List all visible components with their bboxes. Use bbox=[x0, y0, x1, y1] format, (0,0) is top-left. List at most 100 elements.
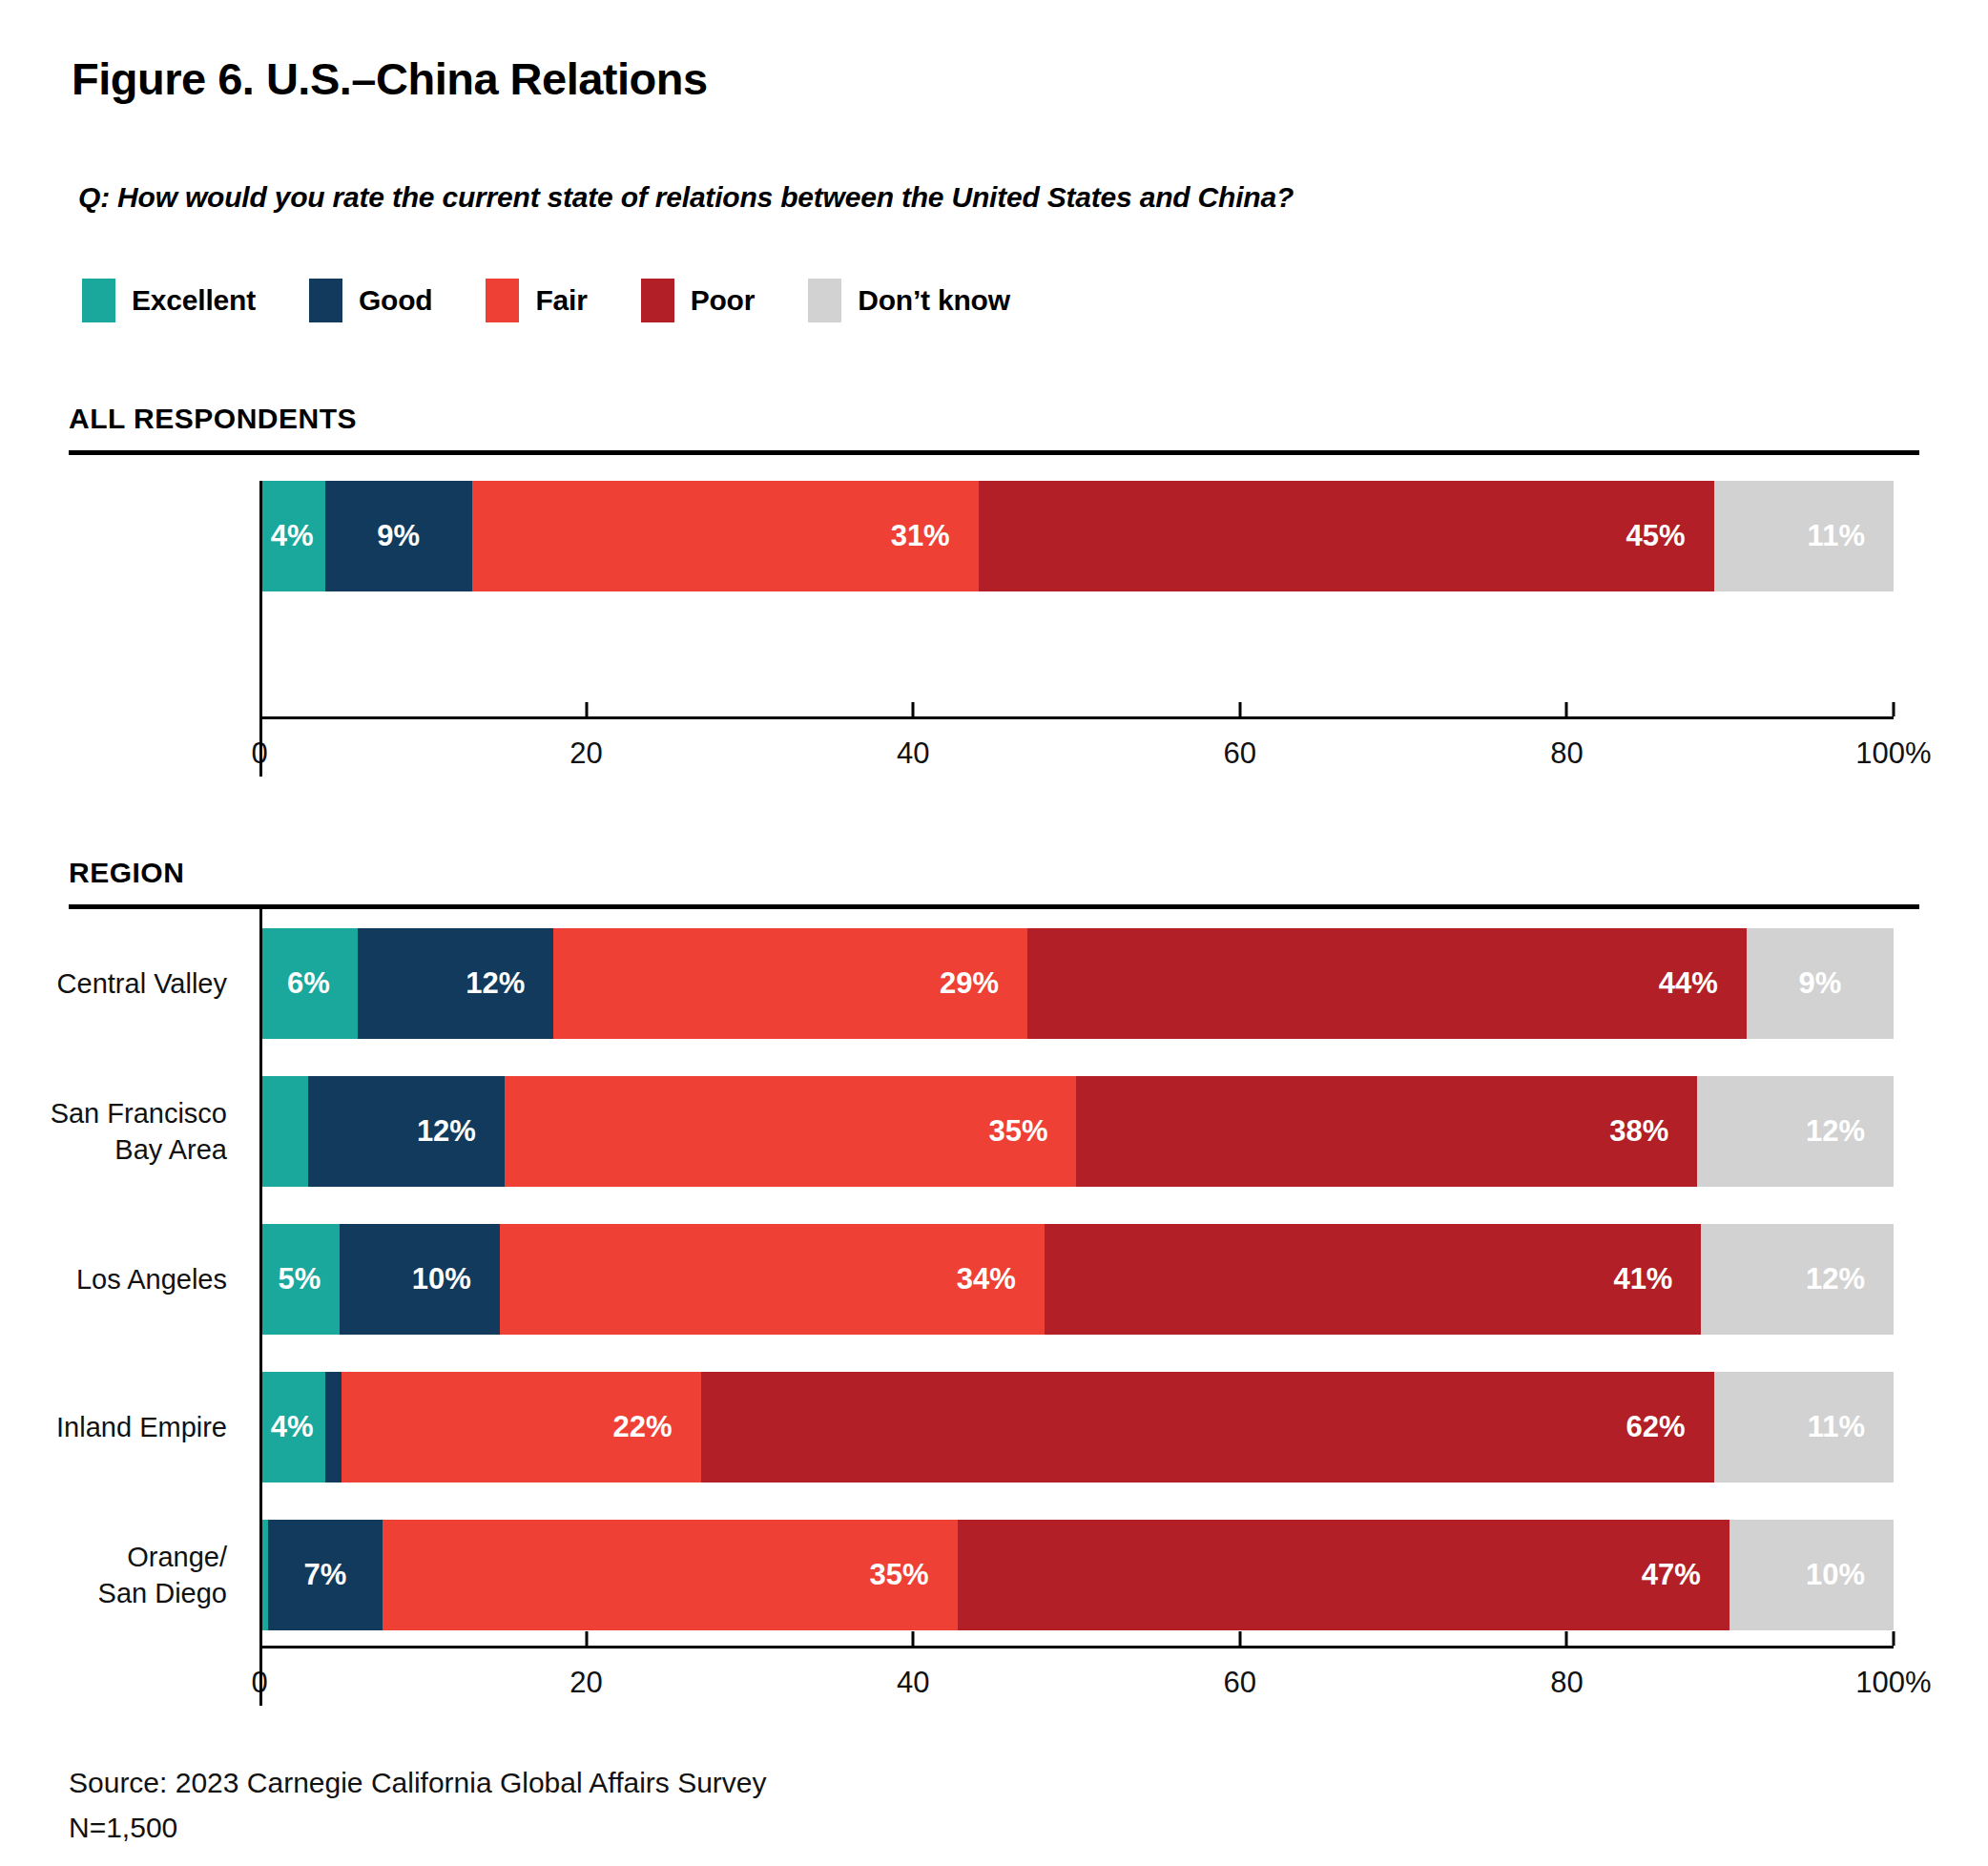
legend-label: Excellent bbox=[132, 284, 256, 317]
legend-item-good: Good bbox=[309, 279, 433, 322]
bar-segment-excellent: 5% bbox=[259, 1224, 340, 1335]
bar-segment-good: 10% bbox=[340, 1224, 500, 1335]
bar-segment-don-t-know: 12% bbox=[1701, 1224, 1894, 1335]
segment-value-label: 7% bbox=[303, 1558, 346, 1592]
bar-segment-good: 9% bbox=[325, 481, 472, 591]
bar-segment-good: 7% bbox=[268, 1520, 383, 1630]
y-axis-line bbox=[259, 909, 262, 1706]
segment-value-label: 62% bbox=[1626, 1410, 1714, 1444]
bar-track: 5% 10% 34%41% 12% bbox=[259, 1224, 1894, 1335]
segment-value-label: 12% bbox=[466, 966, 553, 1001]
section-heading-all-respondents: ALL RESPONDENTS bbox=[69, 403, 1919, 455]
segment-value-label: 22% bbox=[612, 1410, 700, 1444]
segment-value-label: 9% bbox=[1798, 966, 1841, 1001]
bar-segment-good: 12% bbox=[358, 928, 554, 1039]
legend-swatch-don-t-know bbox=[808, 279, 841, 322]
bar-segment-fair: 31% bbox=[472, 481, 979, 591]
x-axis-tick-label: 100% bbox=[1855, 736, 1931, 771]
x-axis-tick-label: 20 bbox=[569, 1666, 602, 1700]
bar-segment-poor: 44% bbox=[1027, 928, 1747, 1039]
segment-value-label: 47% bbox=[1642, 1558, 1729, 1592]
segment-value-label: 34% bbox=[957, 1262, 1045, 1296]
segment-value-label: 29% bbox=[940, 966, 1027, 1001]
segment-value-label: 12% bbox=[1806, 1262, 1894, 1296]
bar-row-inland-empire: Inland Empire 4% 22% 62%11% bbox=[0, 1372, 1988, 1482]
bar-segment-poor: 47% bbox=[958, 1520, 1729, 1630]
source-line: Source: 2023 Carnegie California Global … bbox=[69, 1761, 1919, 1806]
row-label: Orange/San Diego bbox=[0, 1539, 259, 1612]
sample-size: N=1,500 bbox=[69, 1806, 1919, 1851]
bar-track: 4% 22% 62%11% bbox=[259, 1372, 1894, 1482]
x-axis-tick bbox=[1238, 702, 1241, 716]
segment-value-label: 38% bbox=[1609, 1114, 1697, 1149]
legend-label: Fair bbox=[535, 284, 587, 317]
segment-value-label: 35% bbox=[870, 1558, 958, 1592]
bar-segment-poor: 62% bbox=[701, 1372, 1714, 1482]
bar-row-orange-san-diego: Orange/San Diego 7% 35% 47% 10% bbox=[0, 1520, 1988, 1630]
bar-segment-fair: 34% bbox=[500, 1224, 1045, 1335]
row-label: Central Valley bbox=[0, 965, 259, 1002]
bar-row-los-angeles: Los Angeles5%10%34%41%12% bbox=[0, 1224, 1988, 1335]
y-axis-line bbox=[259, 481, 262, 777]
bar-segment-fair: 22% bbox=[342, 1372, 701, 1482]
bar-segment-don-t-know: 11% bbox=[1714, 481, 1894, 591]
x-axis-tick-label: 80 bbox=[1550, 1666, 1583, 1700]
chart-region: Central Valley6%12%29%44%9%San Francisco… bbox=[0, 909, 1988, 1706]
legend-item-fair: Fair bbox=[486, 279, 587, 322]
section-heading-region: REGION bbox=[69, 857, 1919, 909]
x-axis-tick bbox=[912, 702, 915, 716]
legend-label: Don’t know bbox=[858, 284, 1010, 317]
x-axis-tick bbox=[1893, 702, 1895, 716]
legend-swatch-good bbox=[309, 279, 342, 322]
bar-segment-poor: 45% bbox=[979, 481, 1714, 591]
segment-value-label: 44% bbox=[1659, 966, 1747, 1001]
x-axis-tick-label: 20 bbox=[569, 736, 602, 771]
x-axis-tick bbox=[1893, 1631, 1895, 1646]
x-axis-tick bbox=[585, 1631, 588, 1646]
bar-segment-fair: 35% bbox=[383, 1520, 958, 1630]
x-axis-tick-labels: 020406080100% bbox=[259, 1648, 1894, 1706]
survey-question: Q: How would you rate the current state … bbox=[78, 181, 1919, 214]
segment-value-label: 45% bbox=[1626, 519, 1713, 553]
segment-value-label: 31% bbox=[891, 519, 979, 553]
legend-label: Poor bbox=[691, 284, 756, 317]
bar-segment-don-t-know: 10% bbox=[1729, 1520, 1894, 1630]
bar-segment-don-t-know: 12% bbox=[1697, 1076, 1894, 1187]
segment-value-label: 4% bbox=[271, 519, 314, 553]
bar-row-san-francisco-bay-area: San FranciscoBay Area12%35%38%12% bbox=[0, 1076, 1988, 1187]
segment-value-label: 12% bbox=[1806, 1114, 1894, 1149]
x-axis-tick-label: 60 bbox=[1224, 1666, 1256, 1700]
x-axis-tick bbox=[912, 1631, 915, 1646]
segment-value-label: 12% bbox=[417, 1114, 505, 1149]
bar-segment-poor: 41% bbox=[1045, 1224, 1702, 1335]
segment-value-label: 5% bbox=[279, 1262, 321, 1296]
x-axis-tick bbox=[1565, 1631, 1568, 1646]
bar-segment-fair: 35% bbox=[505, 1076, 1077, 1187]
x-axis-tick bbox=[1238, 1631, 1241, 1646]
x-axis-tick bbox=[1565, 702, 1568, 716]
figure-title: Figure 6. U.S.–China Relations bbox=[72, 52, 1919, 105]
bar-track: 6% 12% 29% 44% 9% bbox=[259, 928, 1894, 1039]
bar-track: 7% 35% 47% 10% bbox=[259, 1520, 1894, 1630]
bar-track: 12%35%38%12% bbox=[259, 1076, 1894, 1187]
legend-swatch-fair bbox=[486, 279, 519, 322]
bar-segment-excellent: 6% bbox=[259, 928, 358, 1039]
bar-segment-don-t-know: 11% bbox=[1714, 1372, 1894, 1482]
bar-segment-don-t-know: 9% bbox=[1747, 928, 1894, 1039]
x-axis-tick bbox=[585, 702, 588, 716]
bar-track: 4% 9% 31% 45%11% bbox=[259, 481, 1894, 591]
segment-value-label: 10% bbox=[1806, 1558, 1894, 1592]
legend-item-poor: Poor bbox=[641, 279, 756, 322]
bar-segment-poor: 38% bbox=[1076, 1076, 1697, 1187]
x-axis-tick-label: 100% bbox=[1855, 1666, 1931, 1700]
x-axis-tick-label: 40 bbox=[897, 1666, 929, 1700]
segment-value-label: 4% bbox=[271, 1410, 314, 1444]
legend-item-don-t-know: Don’t know bbox=[808, 279, 1010, 322]
x-axis-tick-label: 40 bbox=[897, 736, 929, 771]
bar-segment-excellent: 4% bbox=[259, 1372, 325, 1482]
bar-row-all-respondents: 4% 9% 31% 45%11% bbox=[0, 481, 1988, 591]
chart-all-respondents: 4%9%31%45%11% 020406080100% bbox=[0, 481, 1988, 777]
row-label: Inland Empire bbox=[0, 1409, 259, 1445]
legend-swatch-poor bbox=[641, 279, 674, 322]
segment-value-label: 10% bbox=[412, 1262, 500, 1296]
